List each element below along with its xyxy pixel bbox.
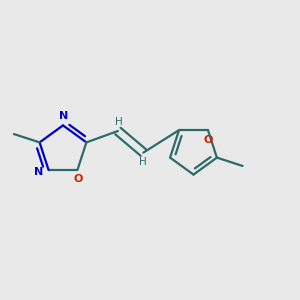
Text: H: H [115, 117, 123, 127]
Text: N: N [59, 111, 68, 121]
Text: O: O [204, 135, 213, 145]
Text: N: N [34, 167, 43, 177]
Text: H: H [139, 157, 147, 167]
Text: O: O [74, 174, 83, 184]
